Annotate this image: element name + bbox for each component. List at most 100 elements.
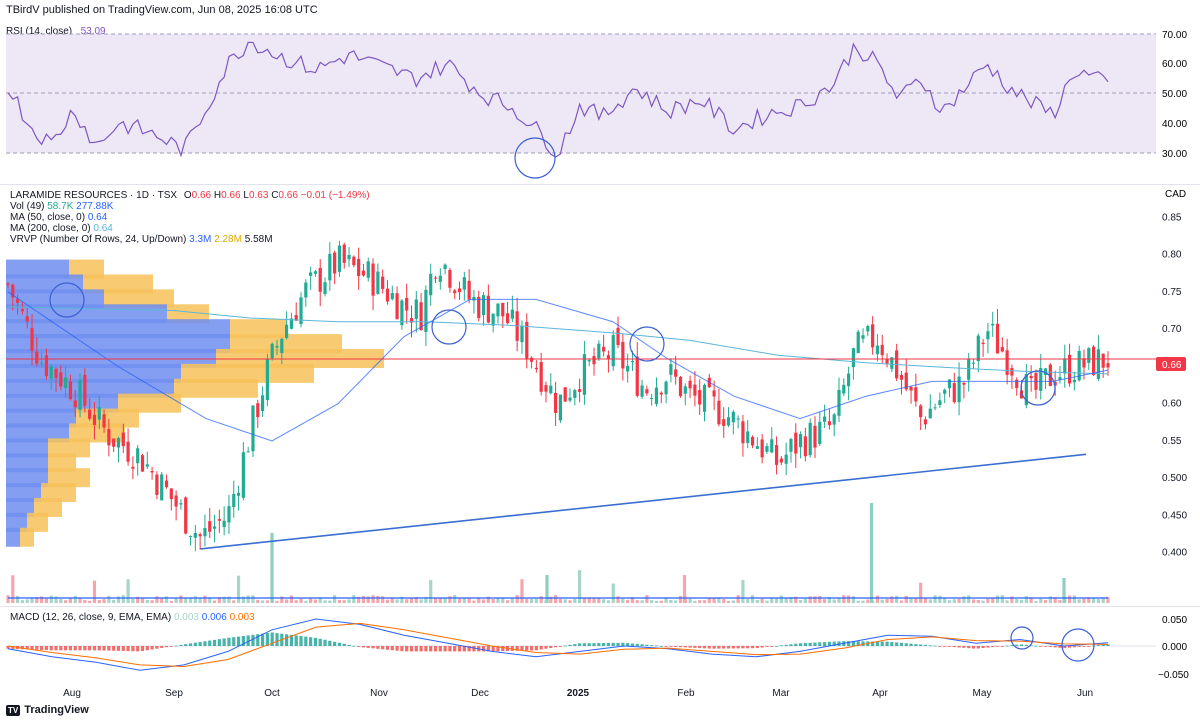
macd-hist-bar-120 (582, 643, 587, 646)
candle-body-110 (534, 367, 538, 370)
candle-body-175 (847, 373, 851, 387)
macd-hist-bar-178 (861, 641, 865, 646)
macd-hist-bar-41 (203, 641, 207, 646)
macd-hist-bar-163 (789, 644, 793, 646)
candle-body-217 (1048, 364, 1052, 386)
candle-body-143 (693, 384, 697, 396)
candle-body-183 (885, 358, 889, 364)
macd-hist-bar-125 (606, 642, 611, 646)
macd-hist-bar-96 (467, 646, 471, 652)
volume-bar-38 (188, 597, 193, 603)
volume-bar-115 (558, 598, 563, 603)
vrvp-legend: VRVP (Number Of Rows, 24, Up/Down) 3.3M … (10, 234, 273, 245)
macd-hist-bar-85 (414, 646, 418, 652)
macd-hist-bar-146 (707, 646, 711, 649)
candle-body-7 (40, 362, 44, 364)
candle-body-46 (227, 506, 231, 523)
volume-bar-59 (289, 595, 294, 603)
candle-body-145 (702, 384, 707, 412)
macd-hist-bar-139 (674, 646, 678, 647)
macd-hist-bar-213 (1029, 645, 1033, 647)
macd-hist-bar-227 (1096, 645, 1100, 647)
volume-bar-50 (246, 595, 250, 603)
time-tick-0: Aug (63, 688, 81, 699)
macd-hist-bar-51 (251, 634, 255, 646)
macd-hist-bar-66 (323, 639, 327, 646)
volume-bar-31 (155, 596, 159, 603)
support-trendline (200, 453, 1087, 550)
candle-body-161 (779, 458, 783, 463)
candle-body-198 (957, 376, 961, 403)
volume-bar-193 (933, 595, 937, 603)
volume-bar-57 (280, 596, 284, 603)
macd-hist-bar-92 (448, 646, 452, 652)
macd-hist-bar-28 (140, 646, 145, 652)
time-tick-9: May (973, 688, 992, 699)
macd-hist-bar-171 (827, 641, 831, 646)
macd-hist-bar-34 (169, 646, 173, 647)
macd-hist-bar-205 (991, 646, 995, 648)
candle-body-75 (366, 261, 370, 278)
volume-bar-84 (409, 598, 414, 603)
symbol-line: LARAMIDE RESOURCES · 1D · TSX (10, 190, 178, 201)
time-tick-3: Nov (370, 688, 388, 699)
macd-hist-bar-70 (342, 643, 346, 646)
volume-bar-149 (722, 598, 726, 603)
volume-bar-95 (462, 598, 466, 603)
candle-body-15 (78, 380, 82, 410)
candle-body-34 (169, 488, 173, 500)
volume-bar-229 (1106, 596, 1110, 603)
macd-hist-bar-112 (544, 646, 548, 649)
volume-bar-78 (381, 596, 385, 603)
candle-body-225 (1087, 348, 1091, 363)
macd-hist-bar-32 (160, 646, 164, 648)
candle-body-51 (251, 405, 255, 452)
candle-body-134 (650, 398, 654, 400)
volume-bar-168 (813, 596, 817, 603)
macd-hist-bar-20 (102, 646, 106, 651)
candle-body-35 (174, 495, 178, 507)
volume-bar-114 (553, 595, 558, 603)
macd-hist-bar-90 (438, 646, 442, 652)
vp-up-10 (6, 408, 76, 428)
volume-bar-207 (1000, 595, 1004, 603)
macd-hist-bar-182 (880, 641, 884, 646)
volume-bar-97 (472, 600, 476, 603)
candle-body-172 (832, 414, 836, 425)
macd-hist-bar-229 (1106, 644, 1110, 646)
volume-bar-86 (419, 599, 423, 603)
candle-body-152 (736, 418, 740, 420)
macd-hist-bar-134 (650, 645, 654, 646)
macd-hist-bar-143 (693, 646, 697, 648)
symbol-legend: LARAMIDE RESOURCES · 1D · TSX O0.66 H0.6… (10, 190, 370, 201)
candle-body-62 (304, 282, 308, 298)
macd-hist-bar-101 (491, 646, 495, 652)
candle-body-191 (923, 419, 928, 425)
rsi-tick-50: 50.00 (1162, 89, 1187, 100)
macd-hist-bar-128 (621, 642, 625, 646)
macd-hist-bar-159 (770, 646, 774, 647)
candle-body-142 (688, 380, 692, 389)
volume-bar-144 (698, 600, 702, 603)
macd-hist-bar-29 (145, 646, 149, 651)
macd-hist-bar-191 (923, 644, 928, 646)
macd-hist-bar-46 (227, 637, 231, 646)
candle-body-193 (933, 407, 937, 409)
volume-bar-52 (256, 599, 260, 603)
candle-body-194 (938, 400, 942, 406)
candle-body-49 (241, 452, 245, 498)
price-tick-2: 0.75 (1162, 287, 1182, 298)
macd-hist-bar-36 (179, 644, 183, 646)
volume-bar-20 (102, 599, 106, 603)
volume-bar-155 (750, 595, 755, 603)
candle-body-139 (674, 369, 678, 377)
candle-body-17 (88, 409, 92, 419)
volume-bar-11 (59, 598, 63, 603)
macd-hist-bar-86 (419, 646, 423, 652)
macd-hist-bar-160 (774, 645, 779, 647)
currency-label: CAD (1165, 189, 1186, 200)
candle-body-21 (107, 429, 111, 446)
time-tick-5: 2025 (567, 688, 590, 699)
volume-bar-228 (1101, 597, 1105, 603)
candle-body-92 (448, 269, 452, 288)
